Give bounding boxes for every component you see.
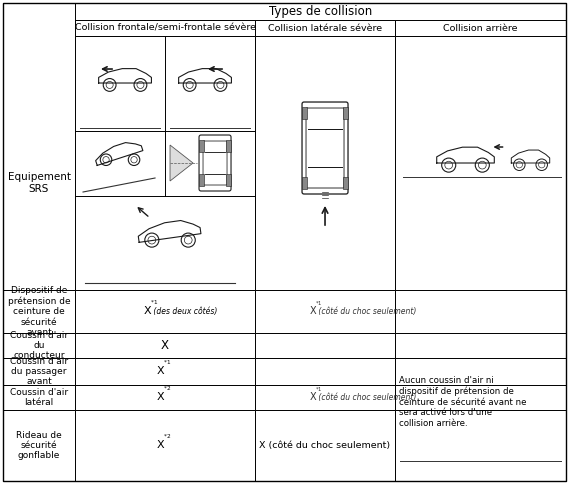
Text: X: X (156, 393, 164, 403)
Text: $^{*1}$: $^{*1}$ (150, 300, 158, 309)
Bar (3, 410, 75, 481)
Text: $^{*2}$: $^{*2}$ (163, 434, 171, 443)
Text: Collision arrière: Collision arrière (443, 24, 518, 32)
FancyBboxPatch shape (199, 135, 231, 191)
Text: Collision latérale sévère: Collision latérale sévère (268, 24, 382, 32)
Bar (75, 358, 255, 385)
Bar (3, 3, 75, 290)
Polygon shape (170, 145, 193, 181)
Text: Coussin d'air
latéral: Coussin d'air latéral (10, 388, 68, 407)
Text: X (côté du choc seulement): X (côté du choc seulement) (259, 441, 390, 450)
Bar (395, 36, 566, 290)
Bar (395, 410, 566, 481)
Text: $^{*1}$: $^{*1}$ (163, 360, 171, 369)
Bar (395, 290, 566, 333)
Text: X: X (310, 393, 316, 403)
Text: X: X (143, 306, 151, 317)
Text: (des deux côtés): (des deux côtés) (151, 307, 217, 316)
Bar (226, 174, 231, 186)
Text: Aucun coussin d'air ni
dispositif de prétension de
ceinture de sécurité avant ne: Aucun coussin d'air ni dispositif de pré… (399, 377, 526, 427)
Text: X: X (156, 366, 164, 377)
Bar (395, 358, 566, 385)
Text: Dispositif de
prétension de
ceinture de
sécurité
avant: Dispositif de prétension de ceinture de … (8, 286, 71, 337)
Text: $^{*2}$: $^{*2}$ (163, 386, 171, 394)
Bar (75, 20, 255, 36)
Bar (75, 385, 255, 410)
Text: Collision frontale/semi-frontale sévère: Collision frontale/semi-frontale sévère (75, 24, 255, 32)
Bar (75, 333, 255, 358)
Bar (255, 290, 395, 333)
Bar (3, 290, 75, 333)
Text: Types de collision: Types de collision (269, 5, 372, 18)
Bar (3, 385, 75, 410)
Bar (343, 107, 348, 119)
Bar (343, 177, 348, 189)
Text: Coussin d'air
du passager
avant: Coussin d'air du passager avant (10, 357, 68, 386)
FancyBboxPatch shape (203, 141, 227, 185)
Bar (199, 174, 204, 186)
Bar (199, 140, 204, 152)
Bar (395, 20, 566, 36)
Text: Coussin d'air
du
conducteur: Coussin d'air du conducteur (10, 331, 68, 361)
Bar (75, 410, 255, 481)
Bar (302, 177, 307, 189)
FancyBboxPatch shape (306, 108, 344, 188)
Text: X: X (161, 339, 169, 352)
Bar (302, 107, 307, 119)
Text: X: X (310, 306, 316, 317)
Text: Equipement
SRS: Equipement SRS (7, 172, 71, 194)
Bar (255, 385, 395, 410)
FancyBboxPatch shape (302, 102, 348, 194)
Bar (75, 290, 255, 333)
Bar (255, 410, 395, 481)
Text: Rideau de
sécurité
gonflable: Rideau de sécurité gonflable (16, 431, 62, 460)
Text: (côté du choc seulement): (côté du choc seulement) (316, 307, 417, 316)
Text: X: X (156, 440, 164, 451)
Text: $^{*1}$: $^{*1}$ (315, 386, 323, 395)
Bar (255, 20, 395, 36)
Text: (côté du choc seulement): (côté du choc seulement) (316, 393, 417, 402)
Text: $^{*1}$: $^{*1}$ (315, 300, 323, 309)
Bar (395, 385, 566, 410)
Bar (3, 3, 566, 20)
Bar (255, 333, 395, 358)
Bar (255, 36, 395, 290)
Bar (226, 140, 231, 152)
Bar (3, 358, 75, 385)
Bar (395, 333, 566, 358)
Bar (255, 358, 395, 385)
Bar (75, 36, 255, 290)
Bar (3, 333, 75, 358)
